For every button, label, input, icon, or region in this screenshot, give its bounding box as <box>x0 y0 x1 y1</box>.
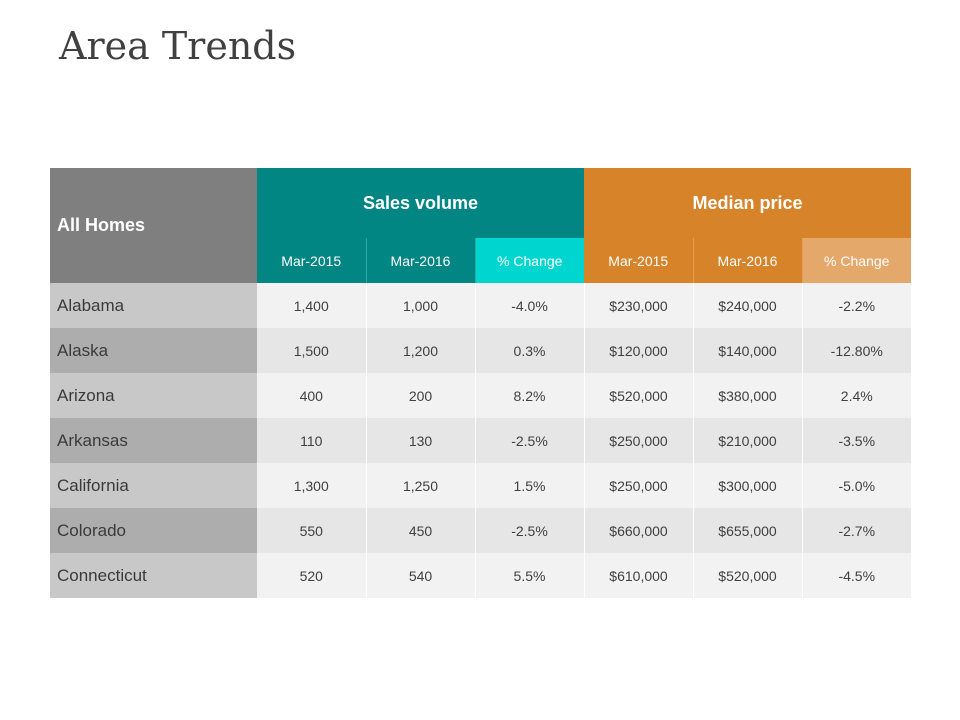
value-cell: 520 <box>257 553 367 598</box>
state-cell: Arkansas <box>50 418 257 463</box>
value-cell: 130 <box>366 418 476 463</box>
value-cell: 1,250 <box>366 463 476 508</box>
value-cell: 0.3% <box>475 328 585 373</box>
table-row: Alabama 1,400 1,000 -4.0% $230,000 $240,000 -2… <box>50 283 911 328</box>
table-row: Colorado 550 450 -2.5% $660,000 $655,000 -2.7% <box>50 508 911 553</box>
value-cell: -5.0% <box>802 463 911 508</box>
value-cell: $520,000 <box>693 553 803 598</box>
table-row: Arizona 400 200 8.2% $520,000 $380,000 2.4% <box>50 373 911 418</box>
value-cell: 400 <box>257 373 367 418</box>
value-cell: 1,300 <box>257 463 367 508</box>
value-cell: -4.0% <box>475 283 585 328</box>
value-cell: $210,000 <box>693 418 803 463</box>
table-row: California 1,300 1,250 1.5% $250,000 $300,000… <box>50 463 911 508</box>
value-cell: 540 <box>366 553 476 598</box>
value-cell: -2.5% <box>475 508 585 553</box>
value-cell: 200 <box>366 373 476 418</box>
value-cell: $655,000 <box>693 508 803 553</box>
sales-volume-header: Sales volume <box>257 168 584 238</box>
value-cell: -2.7% <box>802 508 911 553</box>
value-cell: $120,000 <box>584 328 694 373</box>
value-cell: 110 <box>257 418 367 463</box>
value-cell: 550 <box>257 508 367 553</box>
value-cell: 1,000 <box>366 283 476 328</box>
column-header: Mar-2016 <box>693 238 803 283</box>
median-price-header: Median price <box>584 168 911 238</box>
value-cell: $250,000 <box>584 418 694 463</box>
value-cell: 8.2% <box>475 373 585 418</box>
state-cell: Colorado <box>50 508 257 553</box>
value-cell: $140,000 <box>693 328 803 373</box>
value-cell: 1,500 <box>257 328 367 373</box>
column-header: Mar-2016 <box>366 238 476 283</box>
value-cell: $300,000 <box>693 463 803 508</box>
value-cell: -3.5% <box>802 418 911 463</box>
value-cell: 5.5% <box>475 553 585 598</box>
state-cell: Alaska <box>50 328 257 373</box>
column-header: % Change <box>802 238 911 283</box>
area-trends-table: All Homes Sales volume Median price Mar-… <box>50 168 911 598</box>
table-row: Connecticut 520 540 5.5% $610,000 $520,000 -4.… <box>50 553 911 598</box>
value-cell: -2.5% <box>475 418 585 463</box>
page-title: Area Trends <box>59 24 297 68</box>
value-cell: $520,000 <box>584 373 694 418</box>
value-cell: -2.2% <box>802 283 911 328</box>
column-header: % Change <box>475 238 584 283</box>
value-cell: 450 <box>366 508 476 553</box>
state-cell: Arizona <box>50 373 257 418</box>
value-cell: $610,000 <box>584 553 694 598</box>
column-header: Mar-2015 <box>257 238 367 283</box>
value-cell: $240,000 <box>693 283 803 328</box>
value-cell: $230,000 <box>584 283 694 328</box>
value-cell: $380,000 <box>693 373 803 418</box>
value-cell: $660,000 <box>584 508 694 553</box>
state-cell: Connecticut <box>50 553 257 598</box>
value-cell: 1,200 <box>366 328 476 373</box>
corner-header: All Homes <box>50 168 257 283</box>
table-row: Arkansas 110 130 -2.5% $250,000 $210,000 -3.5% <box>50 418 911 463</box>
value-cell: 1,400 <box>257 283 367 328</box>
table-row: Alaska 1,500 1,200 0.3% $120,000 $140,000 -12.… <box>50 328 911 373</box>
value-cell: 1.5% <box>475 463 585 508</box>
column-header: Mar-2015 <box>584 238 694 283</box>
value-cell: $250,000 <box>584 463 694 508</box>
value-cell: -12.80% <box>802 328 911 373</box>
state-cell: Alabama <box>50 283 257 328</box>
value-cell: 2.4% <box>802 373 911 418</box>
state-cell: California <box>50 463 257 508</box>
value-cell: -4.5% <box>802 553 911 598</box>
